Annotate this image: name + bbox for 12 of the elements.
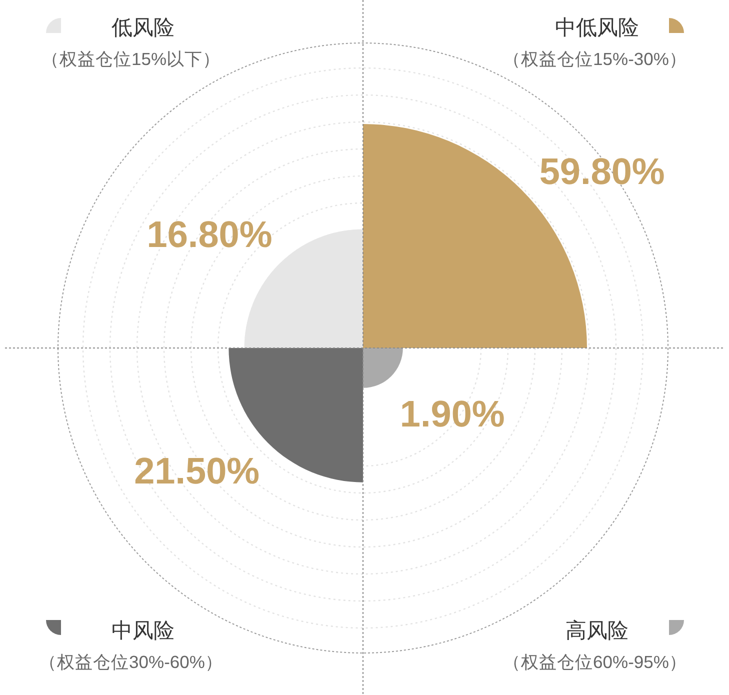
data-label: 21.50% bbox=[134, 450, 260, 492]
text: （权益仓位15%以下） bbox=[41, 49, 221, 69]
text: （权益仓位30%-60%） bbox=[39, 652, 223, 672]
category-label: 低风险 bbox=[112, 16, 174, 40]
data-label: 16.80% bbox=[146, 214, 272, 256]
category-label: 中低风险 bbox=[555, 16, 639, 40]
category-label: 高风险 bbox=[566, 620, 628, 642]
text: （权益仓位60%-95%） bbox=[503, 652, 687, 672]
category-label: 中风险 bbox=[112, 620, 174, 642]
data-label: 1.90% bbox=[400, 394, 505, 435]
text: （权益仓位15%-30%） bbox=[503, 49, 687, 69]
data-label: 59.80% bbox=[539, 150, 665, 192]
